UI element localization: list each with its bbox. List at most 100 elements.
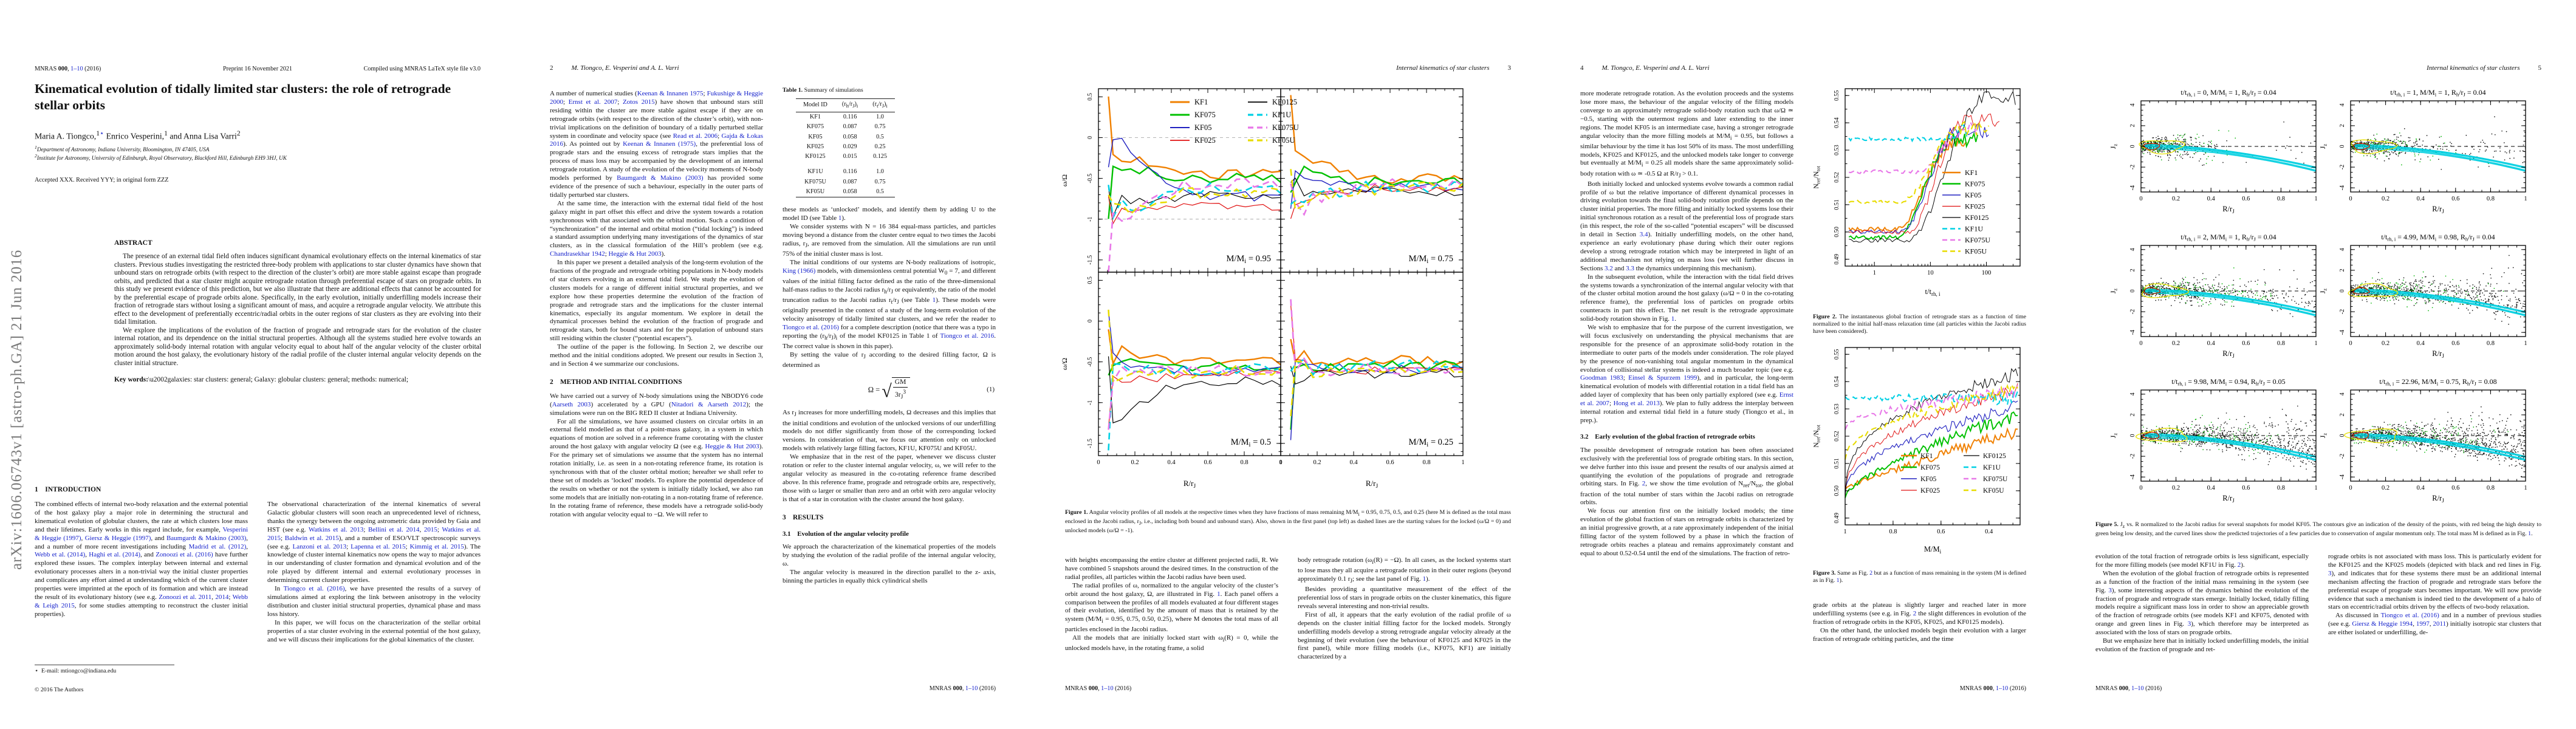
svg-text:0.52: 0.52 — [1834, 172, 1840, 183]
citation-link[interactable]: ⋆ — [99, 130, 104, 137]
series-line-KF05U — [1108, 309, 1281, 384]
citation-link[interactable]: 1 — [1836, 577, 1840, 584]
svg-text:0.4: 0.4 — [2207, 340, 2216, 347]
series-line-KF075 — [1848, 131, 1979, 241]
citation-link[interactable]: Keenan & Innanen 1975 — [637, 90, 704, 97]
citation-link[interactable]: Heggie & Hut 2003 — [705, 443, 759, 451]
paragraph: The observational characterization of th… — [267, 501, 481, 584]
citation-link[interactable]: 1 — [838, 214, 842, 222]
figure-2: 1 10 100 0.49 0.50 0.51 0.52 0.53 0.54 0.55 KF1 KF0… — [1809, 83, 2026, 309]
citation-link[interactable]: Giersz & Heggie 1994 — [2352, 620, 2413, 628]
citation-link[interactable]: 1 — [1217, 590, 1221, 598]
citation-link[interactable]: Baumgardt & Makino (2003) — [617, 174, 704, 182]
citation-link[interactable]: Tiongco et al. 2016 — [940, 332, 995, 340]
citation-link[interactable]: 3.2 — [1605, 264, 1613, 272]
chart-svg: t/trh, i​ = 0, M/Mi​ = 1, Rh​/rJ​ = 0.04… — [2109, 88, 2527, 504]
citation-link[interactable]: Ernst et al. 2007 — [568, 98, 618, 106]
citation-link[interactable]: Webb & Leigh 2015 — [35, 593, 248, 609]
table-cell: 0.116 — [843, 114, 857, 121]
citation-link[interactable]: Haghi et al. (2014) — [89, 551, 140, 559]
svg-text:4: 4 — [2339, 103, 2346, 106]
axis-box — [1098, 272, 1281, 456]
citation-link[interactable]: 1–10 — [965, 685, 978, 692]
equation-denominator: 3rJ3 — [894, 389, 906, 401]
citation-link[interactable]: Bellini et al. 2014 — [368, 525, 420, 533]
citation-link[interactable]: Zotos 2015 — [622, 98, 655, 106]
citation-link[interactable]: 3.4 — [1639, 231, 1648, 239]
citation-link[interactable]: Baumgardt & Makino (2003) — [166, 534, 247, 542]
citation-link[interactable]: 2 — [1913, 609, 1917, 617]
citation-link[interactable]: 2015 — [423, 525, 437, 533]
trajectory-line — [2144, 291, 2317, 315]
paragraph: First of all, it appears that the early … — [1298, 611, 1511, 661]
citation-link[interactable]: Gajda & Łokas 2016 — [550, 132, 764, 148]
citation-link[interactable]: 2 — [1869, 570, 1873, 577]
citation-link[interactable]: Watkins et al. 2015 — [267, 525, 481, 542]
citation-link[interactable]: Kimmig et al. 2015 — [409, 542, 464, 550]
citation-link[interactable]: Heggie & Hut 2003 — [608, 250, 662, 258]
svg-text:0: 0 — [1087, 136, 1094, 139]
citation-link[interactable]: 3 — [2328, 569, 2332, 577]
citation-link[interactable]: 1997 — [2416, 620, 2430, 628]
citation-link[interactable]: Baldwin et al. 2015 — [284, 534, 339, 542]
citation-link[interactable]: 1 — [1671, 315, 1675, 323]
svg-text:0.51: 0.51 — [1834, 458, 1840, 469]
citation-link[interactable]: Read et al. 2006 — [673, 132, 718, 140]
citation-link[interactable]: Vesperini & Heggie (1997) — [35, 525, 248, 542]
svg-text:0.6: 0.6 — [2242, 196, 2250, 202]
citation-link[interactable]: 1–10 — [1101, 685, 1114, 692]
citation-link[interactable]: 3 — [2187, 620, 2191, 628]
svg-text:M/Mi​ = 0.75: M/Mi​ = 0.75 — [1408, 254, 1453, 265]
citation-link[interactable]: 1 — [2528, 530, 2532, 537]
citation-link[interactable]: Chandrasekhar 1942 — [550, 250, 605, 258]
svg-text:Jz​: Jz​ — [2318, 144, 2328, 149]
citation-link[interactable]: Aarseth 2003 — [552, 400, 591, 408]
svg-text:0.8: 0.8 — [2487, 340, 2495, 347]
citation-link[interactable]: Zonoozi et al. 2011 — [159, 593, 212, 601]
svg-text:t/trh, i​ = 4.99, M/Mi​ = 0.98: t/trh, i​ = 4.99, M/Mi​ = 0.98, Rh​/rJ​ … — [2381, 233, 2495, 242]
svg-text:-1: -1 — [1087, 400, 1094, 405]
svg-text:ω/Ω: ω/Ω — [1060, 174, 1069, 187]
citation-link[interactable]: Lapenna et al. 2015 — [351, 542, 406, 550]
citation-link[interactable]: Tiongco et al. (2016) — [283, 585, 345, 593]
citation-link[interactable]: 2 — [2237, 561, 2241, 569]
citation-link[interactable]: Watkins et al. 2013 — [308, 525, 364, 533]
citation-link[interactable]: Nitadori & Aarseth 2012 — [671, 400, 747, 408]
citation-link[interactable]: Madrid et al. (2012) — [188, 542, 247, 550]
citation-link[interactable]: Lanzoni et al. 2013 — [292, 542, 347, 550]
citation-link[interactable]: Zonoozi et al. (2016) — [156, 551, 213, 559]
citation-link[interactable]: 1–10 — [70, 66, 83, 72]
table-row: KF1U 0.116 1.0 — [796, 167, 895, 177]
citation-link[interactable]: 1–10 — [1995, 685, 2009, 692]
citation-link[interactable]: Tiongco et al. (2016) — [2380, 612, 2439, 620]
citation-link[interactable]: 2 — [1642, 480, 1646, 488]
table-cell: 0.058 — [843, 133, 857, 140]
citation-link[interactable]: 1 — [932, 296, 936, 304]
table-cell: 0.015 — [843, 153, 857, 160]
svg-text:0.50: 0.50 — [1834, 485, 1840, 496]
series-line-KF05 — [1845, 400, 2018, 490]
citation-link[interactable]: Einsel & Spurzem 1999 — [1628, 374, 1697, 382]
svg-text:-4: -4 — [2129, 330, 2136, 335]
citation-link[interactable]: 1–10 — [2131, 685, 2144, 692]
citation-link[interactable]: Hong et al. 2013 — [1613, 400, 1660, 408]
citation-link[interactable]: Fukushige & Heggie 2000 — [550, 90, 763, 106]
citation-link[interactable]: 2011 — [2433, 620, 2447, 628]
citation-link[interactable]: Goodman 1983 — [1580, 374, 1623, 382]
trajectory-line — [2144, 148, 2317, 172]
svg-text:0: 0 — [1087, 320, 1094, 323]
citation-link[interactable]: Keenan & Innanen (1975) — [623, 140, 696, 148]
trajectory-line — [2354, 433, 2526, 457]
citation-link[interactable]: 1 — [1422, 575, 1427, 583]
citation-link[interactable]: Webb et al. (2014) — [35, 551, 86, 559]
series-line-KF1 — [1848, 134, 1967, 232]
citation-link[interactable]: 2014 — [215, 593, 229, 601]
citation-link[interactable]: King (1966) — [783, 267, 816, 275]
svg-text:Jz​: Jz​ — [2109, 144, 2119, 149]
citation-link[interactable]: Ernst et al. 2007 — [1580, 391, 1793, 408]
section-heading: 3.1 Evolution of the angular velocity pr… — [783, 530, 909, 538]
citation-link[interactable]: 3.3 — [1626, 264, 1634, 272]
citation-link[interactable]: Giersz & Heggie (1997) — [84, 534, 151, 542]
citation-link[interactable]: 3 — [2108, 586, 2112, 594]
citation-link[interactable]: Tiongco et al. (2016) — [783, 323, 839, 331]
